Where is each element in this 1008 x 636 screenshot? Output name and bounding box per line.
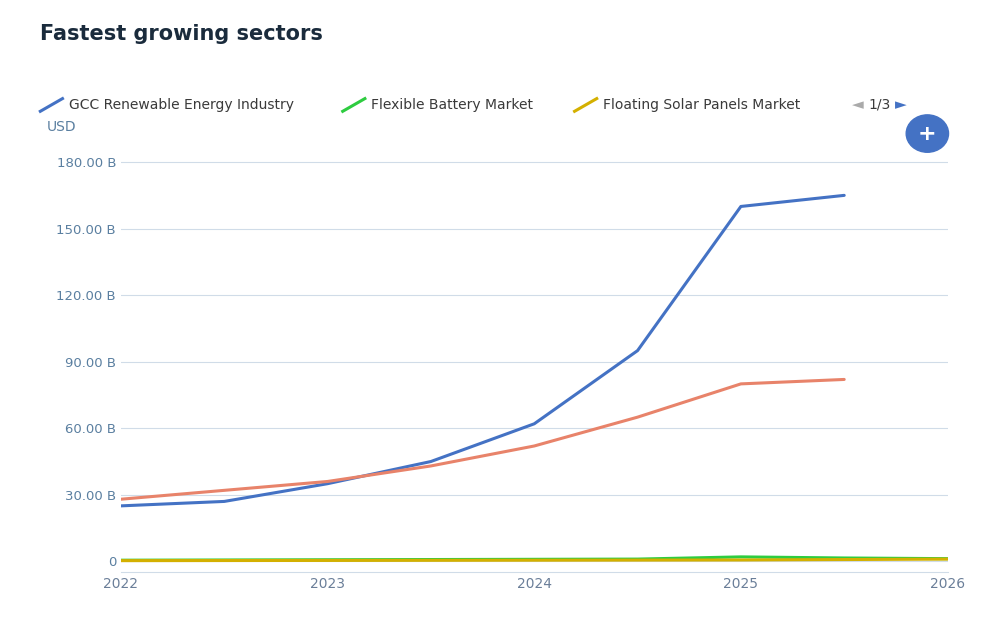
Circle shape (906, 115, 949, 152)
Text: ◄: ◄ (852, 97, 864, 113)
Text: USD: USD (46, 120, 77, 134)
Text: ►: ► (895, 97, 907, 113)
Text: Flexible Battery Market: Flexible Battery Market (371, 98, 533, 112)
Text: GCC Renewable Energy Industry: GCC Renewable Energy Industry (69, 98, 293, 112)
Text: Fastest growing sectors: Fastest growing sectors (40, 24, 324, 45)
Text: Floating Solar Panels Market: Floating Solar Panels Market (603, 98, 800, 112)
Text: 1/3: 1/3 (869, 98, 891, 112)
Text: +: + (918, 123, 936, 144)
